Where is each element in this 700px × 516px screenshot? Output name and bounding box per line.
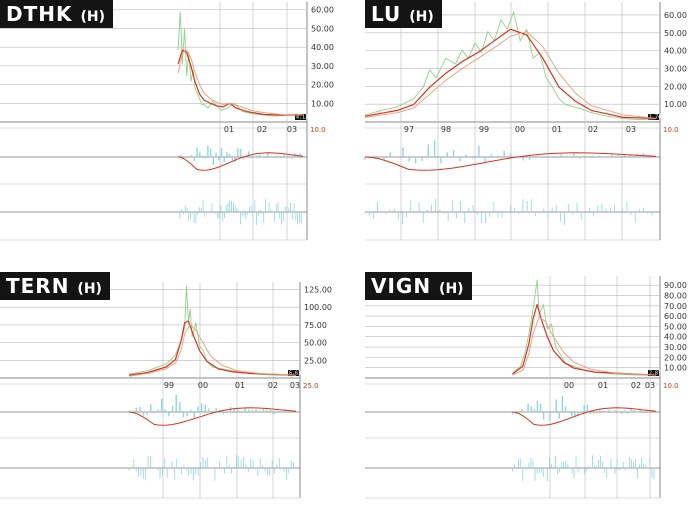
y-tick-label: 20.00 [311, 81, 334, 90]
y-tick-label: 20.00 [664, 82, 687, 91]
x-tick-label: 03 [626, 125, 636, 134]
chart-title: LU [371, 2, 402, 26]
last-value-label: 1.74 [649, 115, 661, 121]
chart-title-suffix: (H) [409, 9, 434, 25]
y-tick-label: 75.00 [304, 321, 327, 330]
y-tick-label: 30.00 [311, 62, 334, 71]
y-tick-label: 40.00 [664, 47, 687, 56]
chart-title-badge: DTHK (H) [0, 0, 113, 28]
price-series-line [364, 31, 657, 119]
x-tick-label: 99 [164, 381, 174, 390]
scale-label: 10.0 [663, 382, 679, 390]
scale-label: 25.0 [303, 382, 319, 390]
y-tick-label: 90.00 [664, 281, 687, 290]
chart-title-suffix: (H) [439, 281, 464, 297]
last-value-box [648, 370, 659, 376]
x-tick-label: 01 [552, 125, 562, 134]
chart-title-badge: LU (H) [365, 0, 442, 28]
chart-panel-dthk: 10.00 20.00 30.00 40.00 50.00 60.00 01 02 03 10.0… [0, 0, 345, 250]
x-tick-label: 02 [257, 125, 267, 134]
price-series-line [177, 49, 303, 116]
price-series-line [512, 279, 656, 376]
chart-svg-dthk: 10.00 20.00 30.00 40.00 50.00 60.00 01 02 03 10.0… [0, 2, 334, 241]
x-tick-label: 01 [235, 381, 245, 390]
x-tick-label: 02 [631, 381, 641, 390]
grid-group [0, 282, 301, 499]
y-tick-label: 30.00 [664, 64, 687, 73]
oscillator-signal-line [364, 152, 657, 171]
grid-group [365, 2, 661, 241]
oscillator-signal-line [178, 152, 304, 171]
y-tick-label: 70.00 [664, 302, 687, 311]
x-tick-label: 01 [598, 381, 608, 390]
last-value-label: 2.87 [649, 371, 661, 377]
chart-title-badge: VIGN (H) [365, 272, 472, 300]
oscillator-signal-line [128, 407, 297, 426]
scale-label: 10.0 [310, 126, 326, 134]
last-value-label: 4.13 [296, 115, 308, 121]
price-series-line [512, 316, 657, 376]
price-series-line [512, 303, 657, 376]
price-series-line [128, 324, 297, 377]
scale-label: 10.0 [663, 126, 679, 134]
x-tick-label: 03 [645, 381, 655, 390]
chart-title: VIGN [371, 274, 432, 298]
chart-panel-lu: 10.00 20.00 30.00 40.00 50.00 60.00 97 98 99 00 01… [364, 0, 700, 250]
chart-title: TERN [6, 274, 70, 298]
x-tick-label: 97 [404, 125, 414, 134]
y-tick-label: 50.00 [664, 322, 687, 331]
grid-group [0, 2, 308, 241]
x-tick-label: 02 [588, 125, 598, 134]
y-tick-label: 80.00 [664, 291, 687, 300]
x-tick-label: 02 [268, 381, 278, 390]
price-series-line [128, 320, 297, 376]
last-value-box [288, 370, 299, 376]
chart-svg-tern: 25.00 50.00 75.00 100.00 125.00 99 00 01 02 03 25.… [0, 282, 332, 499]
chart-panel-vign: 10.00 20.00 30.00 40.00 50.00 60.00 70.00 80.00… [365, 272, 700, 516]
y-tick-label: 40.00 [311, 43, 334, 52]
price-series-line [177, 49, 304, 116]
y-tick-label: 100.00 [304, 303, 332, 312]
price-series-line [364, 28, 657, 120]
chart-title: DTHK [6, 2, 73, 26]
y-tick-label: 50.00 [664, 29, 687, 38]
x-tick-label: 00 [198, 381, 208, 390]
price-series-line [128, 285, 296, 376]
chart-title-badge: TERN (H) [0, 272, 110, 300]
oscillator-signal-line [512, 407, 657, 426]
grid-group [365, 276, 661, 499]
x-tick-label: 03 [287, 125, 297, 134]
y-tick-label: 20.00 [664, 353, 687, 362]
x-tick-label: 01 [224, 125, 234, 134]
chart-title-suffix: (H) [77, 281, 102, 297]
price-series-line [177, 11, 304, 117]
x-tick-label: 98 [441, 125, 451, 134]
y-tick-label: 50.00 [304, 339, 327, 348]
price-series-line [364, 11, 657, 121]
x-tick-label: 03 [290, 381, 300, 390]
x-tick-label: 00 [515, 125, 525, 134]
y-tick-label: 60.00 [664, 11, 687, 20]
x-tick-label: 00 [564, 381, 574, 390]
y-tick-label: 30.00 [664, 343, 687, 352]
y-tick-label: 50.00 [311, 24, 334, 33]
chart-title-suffix: (H) [80, 9, 105, 25]
x-tick-label: 99 [479, 125, 489, 134]
last-value-label: 6.63 [289, 371, 301, 377]
y-tick-label: 10.00 [664, 364, 687, 373]
y-tick-label: 125.00 [304, 286, 332, 295]
chart-svg-lu: 10.00 20.00 30.00 40.00 50.00 60.00 97 98 99 00 01… [364, 2, 687, 241]
y-tick-label: 60.00 [664, 312, 687, 321]
chart-panel-tern: 25.00 50.00 75.00 100.00 125.00 99 00 01 02 03 25.… [0, 272, 345, 516]
last-value-box [648, 114, 659, 120]
last-value-box [295, 114, 306, 120]
y-tick-label: 25.00 [304, 356, 327, 365]
y-tick-label: 60.00 [311, 6, 334, 15]
y-tick-label: 10.00 [311, 99, 334, 108]
y-tick-label: 10.00 [664, 100, 687, 109]
y-tick-label: 40.00 [664, 333, 687, 342]
